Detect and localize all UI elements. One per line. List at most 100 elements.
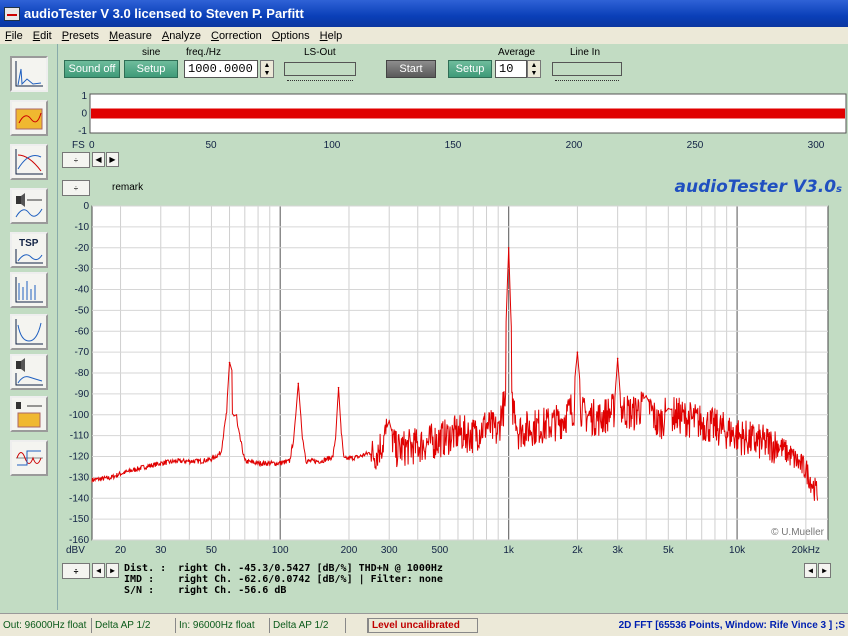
spectrum-y-tick: -40 [75, 285, 90, 296]
tsp-tool-button[interactable]: TSP [10, 232, 48, 268]
filter-tool-button[interactable] [10, 314, 48, 350]
spectrum-peak-point [507, 246, 510, 249]
measurement-stats: ÷ ◀ ▶ ◀ ▶ Dist. : right Ch. -45.3/0.5427… [62, 560, 848, 604]
waveform-y-tick: 1 [81, 91, 87, 102]
spectrum-y-tick: -10 [75, 222, 90, 233]
bode-tool-button[interactable] [10, 144, 48, 180]
waveform-right-button[interactable]: ▶ [106, 152, 119, 167]
spectrum-pan-right-button[interactable]: ▶ [818, 563, 831, 578]
step-response-button[interactable] [10, 440, 48, 476]
frequency-spinner[interactable]: ▲ ▼ [260, 60, 274, 78]
menu-analyze[interactable]: Analyze [161, 29, 201, 42]
arrow-left-icon: ◀ [96, 566, 101, 575]
menu-presets[interactable]: Presets [61, 29, 100, 42]
sound-off-button[interactable]: Sound off [64, 60, 120, 78]
speaker-folder-button[interactable] [10, 396, 48, 432]
speaker-tool-icon [15, 193, 43, 218]
spectrum-x-tick: 2k [572, 545, 584, 556]
spectrum-y-tick: -140 [69, 493, 89, 504]
tsp-text: TSP [19, 238, 39, 249]
remark-text: remark [112, 182, 144, 193]
menu-correction[interactable]: Correction [210, 29, 262, 42]
waterfall-tool-button[interactable] [10, 272, 48, 308]
average-input[interactable]: 10 [495, 60, 527, 78]
spin-up-icon: ▲ [530, 61, 538, 69]
average-setup-button[interactable]: Setup [448, 60, 492, 78]
waveform-left-button[interactable]: ◀ [92, 152, 105, 167]
arrow-left-icon: ◀ [808, 566, 813, 575]
spectrum-pan-left-button[interactable]: ◀ [804, 563, 817, 578]
spin-down-icon: ▼ [530, 69, 538, 77]
waveform-signal [91, 108, 845, 119]
folder-tool-button[interactable] [10, 100, 48, 136]
waveform-zoom-button[interactable]: ÷ [62, 152, 90, 168]
spectrum-x-tick: 30 [155, 545, 167, 556]
average-label: Average [498, 47, 536, 58]
waveform-x-tick: 300 [808, 140, 825, 148]
spectrum-x-tick: 10k [729, 545, 746, 556]
spectrum-x-tick: 3k [612, 545, 624, 556]
sine-setup-button[interactable]: Setup [124, 60, 178, 78]
speaker-response-button[interactable] [10, 354, 48, 390]
menu-options[interactable]: Options [271, 29, 310, 42]
spectrum-right-button[interactable]: ▶ [106, 563, 119, 578]
waveform-plot[interactable]: 10-1FS 0 50 100 150 200 250 300 [58, 88, 848, 148]
sn-value: right Ch. -56.6 dB [178, 585, 287, 596]
spectrum-zoom-button[interactable]: ÷ [62, 180, 90, 196]
tool-sidebar: TSP [0, 44, 58, 610]
menu-edit[interactable]: Edit [32, 29, 52, 42]
spectrum-zoom2-button[interactable]: ÷ [62, 563, 90, 579]
waveform-fs-label: FS [72, 140, 85, 148]
spectrum-y-tick: -150 [69, 514, 89, 525]
spectrum-x-tick: 50 [206, 545, 218, 556]
status-delta-in: Delta AP 1/2 [270, 617, 346, 633]
waveform-x-tick: 250 [687, 140, 704, 148]
line-in-label: Line In [570, 47, 601, 58]
spectrum-x-tick: 300 [381, 545, 398, 556]
sn-label: S/N : [124, 585, 155, 596]
waveform-x-tick: 50 [205, 140, 217, 148]
waterfall-tool-icon [15, 277, 43, 303]
status-out: Out: 96000Hz float [0, 617, 92, 633]
brand-name: audioTester V3.0 [674, 177, 837, 197]
waveform-y-tick: -1 [78, 126, 87, 137]
menu-measure[interactable]: Measure [109, 29, 152, 42]
ls-out-label: LS-Out [304, 47, 336, 58]
spectrum-x-tick: 100 [272, 545, 289, 556]
status-fft: 2D FFT [65536 Points, Window: Rife Vince… [618, 619, 845, 631]
brand-suffix: s [836, 184, 842, 195]
dist-label: Dist. : [124, 563, 167, 574]
spectrum-y-tick: 0 [83, 201, 89, 212]
average-spinner[interactable]: ▲ ▼ [527, 60, 541, 78]
spectrum-y-tick: -50 [75, 305, 90, 316]
ls-out-slider[interactable] [284, 62, 356, 81]
arrow-right-icon: ▶ [109, 155, 116, 164]
menu-help[interactable]: Help [319, 29, 343, 42]
filter-tool-icon [15, 319, 43, 345]
arrow-right-icon: ▶ [822, 566, 827, 575]
spectrum-x-tick: 20kHz [792, 545, 820, 556]
speaker-tool-button[interactable] [10, 188, 48, 224]
sine-label: sine [142, 47, 161, 58]
title-bar: audioTester V 3.0 licensed to Steven P. … [0, 0, 848, 27]
spectrum-series-line [91, 247, 818, 501]
spin-down-icon: ▼ [263, 69, 271, 77]
status-level: Level uncalibrated [368, 617, 478, 633]
spectrum-left-button[interactable]: ◀ [92, 563, 105, 578]
spectrum-peak-point [337, 386, 340, 389]
line-in-slider[interactable] [552, 62, 622, 81]
app-icon [4, 6, 20, 21]
frequency-input[interactable]: 1000.0000 [184, 60, 258, 78]
bode-tool-icon [15, 149, 43, 175]
folder-tool-icon [15, 108, 43, 130]
menu-bar: File Edit Presets Measure Analyze Correc… [0, 27, 848, 44]
spectrum-chart[interactable]: 0 -10 -20 -30 -40 -50 -60 -70 -80 -90 -100 -110 -120… [58, 198, 848, 560]
start-button[interactable]: Start [386, 60, 436, 78]
tsp-tool-icon: TSP [15, 238, 43, 264]
spectrum-tool-button[interactable] [10, 56, 48, 92]
step-response-icon [16, 450, 43, 466]
spectrum-peak-point [388, 420, 391, 422]
menu-file[interactable]: File [5, 29, 23, 42]
spectrum-y-tick: -30 [75, 264, 90, 275]
spectrum-peak-point [667, 407, 670, 410]
